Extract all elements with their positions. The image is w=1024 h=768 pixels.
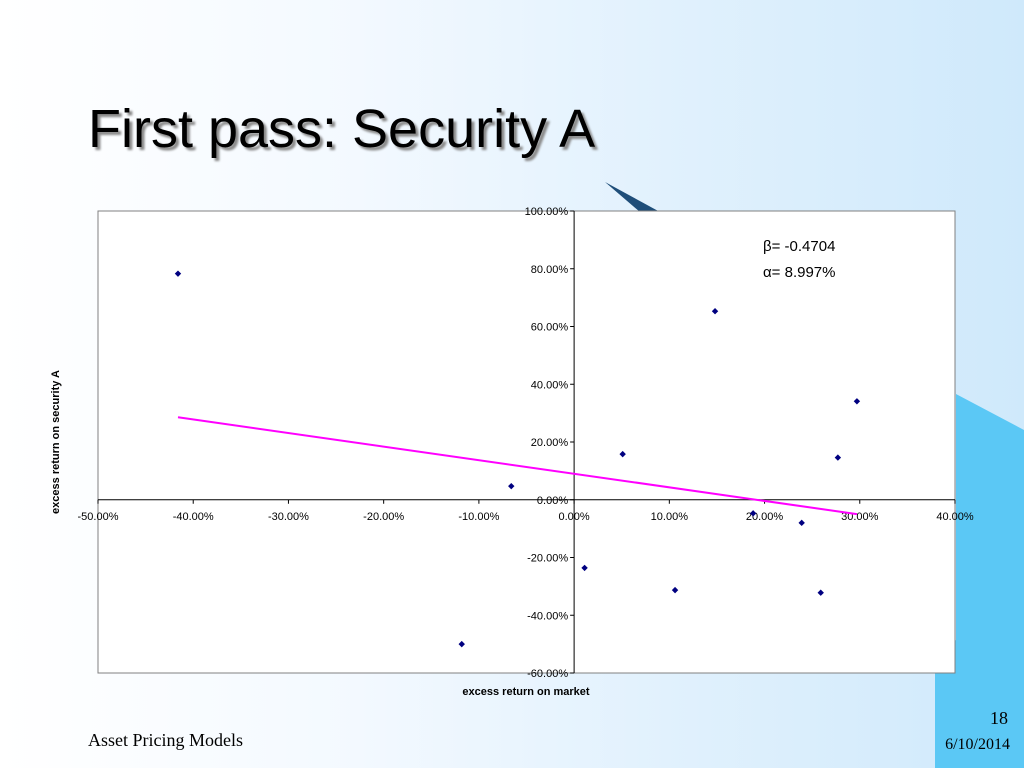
x-tick-label: 40.00% [936, 511, 974, 523]
data-point [174, 270, 182, 277]
beta-annotation: β= -0.4704 [763, 238, 835, 255]
data-point [619, 450, 626, 458]
x-tick-label: 10.00% [651, 511, 689, 523]
data-point [458, 640, 465, 648]
y-tick-label: 40.00% [531, 379, 569, 391]
regression-line [177, 416, 858, 516]
x-tick-label: -40.00% [173, 511, 214, 523]
y-tick-label: 20.00% [531, 437, 569, 449]
data-point [581, 564, 588, 572]
alpha-annotation: α= 8.997% [763, 264, 835, 281]
x-axis-label: excess return on market [462, 686, 590, 698]
regression-line-group [177, 416, 858, 516]
x-tick-label: -10.00% [458, 511, 499, 523]
footer-date: 6/10/2014 [945, 736, 1010, 753]
x-tick-label: 0.00% [559, 511, 590, 523]
slide-title: First pass: Security A [88, 99, 596, 159]
data-point [749, 510, 757, 517]
y-tick-label: 100.00% [525, 206, 569, 218]
data-point [711, 307, 719, 315]
y-axis-label: excess return on security A [50, 370, 62, 514]
blue-accent-shape [935, 394, 1024, 768]
plot-area [97, 210, 956, 674]
x-tick-label: -50.00% [78, 511, 119, 523]
page-number: 18 [990, 708, 1008, 728]
dark-ribbon-shape [605, 182, 660, 212]
x-tick-label: -20.00% [363, 511, 404, 523]
y-tick-label: 0.00% [537, 495, 568, 507]
data-point [508, 482, 515, 490]
y-tick-label: 60.00% [531, 322, 569, 334]
y-tick-label: -20.00% [527, 553, 568, 565]
footer-course-title: Asset Pricing Models [88, 730, 243, 750]
y-tick-label: 80.00% [531, 264, 569, 276]
data-point [817, 589, 824, 596]
data-points [174, 270, 861, 648]
y-tick-label: -40.00% [527, 610, 568, 622]
y-tick-label: -60.00% [527, 668, 568, 680]
data-point [834, 454, 842, 461]
data-point [798, 519, 805, 527]
x-tick-label: -30.00% [268, 511, 309, 523]
data-point [671, 586, 679, 594]
data-point [853, 398, 861, 405]
